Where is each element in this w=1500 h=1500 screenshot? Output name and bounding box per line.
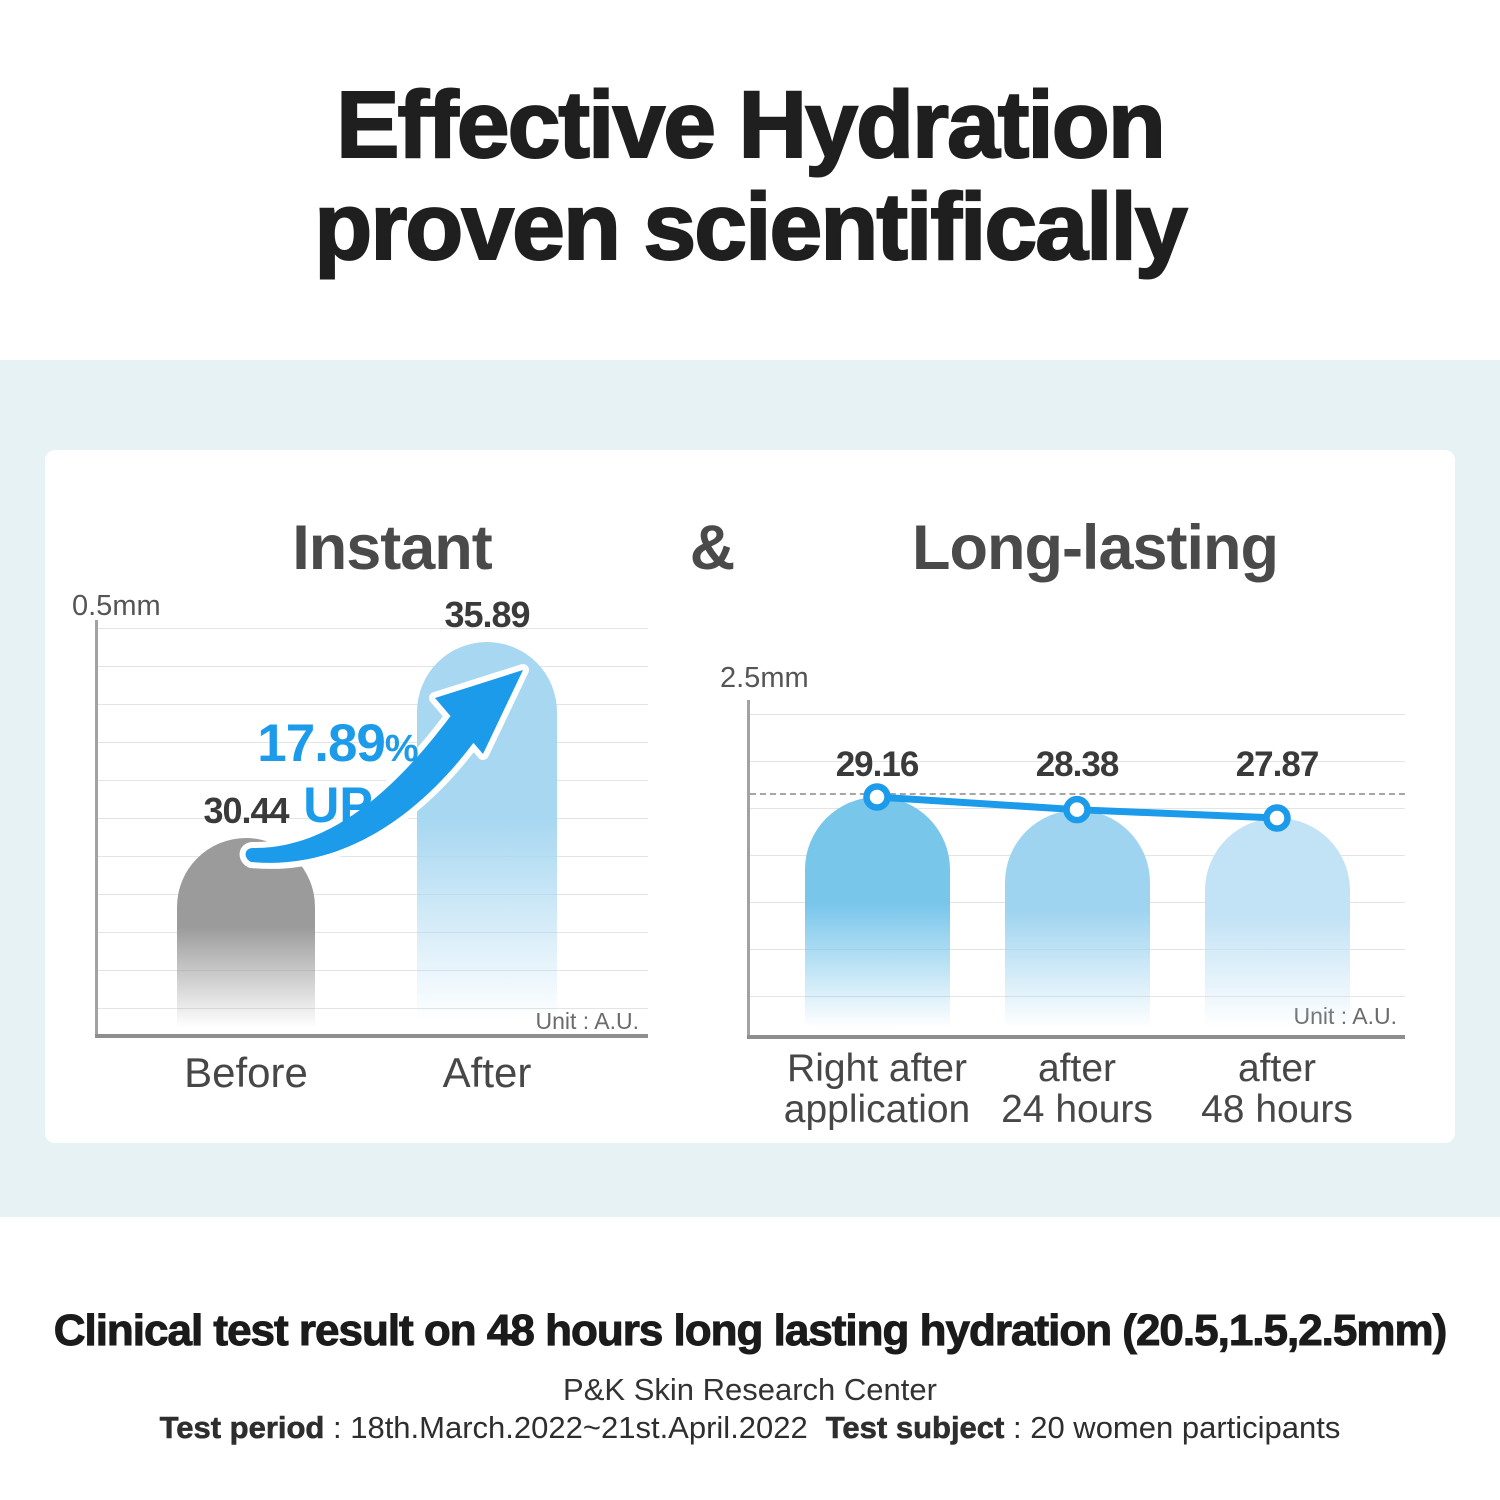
chart-gridline (98, 932, 648, 933)
bar-value-label: 35.89 (444, 593, 530, 635)
long-lasting-chart-title: Long-lasting (912, 513, 1279, 583)
right-axis-max-label: 2.5mm (720, 662, 809, 694)
chart-gridline (98, 628, 648, 629)
left-axis-max-label: 0.5mm (72, 590, 161, 622)
chart-gridline (98, 970, 648, 971)
category-label: Right after application (783, 1047, 971, 1131)
chart-gridline (98, 704, 648, 705)
test-subject-label: Test subject (825, 1410, 1005, 1446)
dashed-reference-line (750, 792, 1405, 795)
right-y-axis (747, 700, 750, 1038)
chart-gridline (98, 1008, 648, 1009)
percent-sign: % (384, 728, 419, 770)
category-label: after 24 hours (1001, 1047, 1153, 1131)
chart-gridline (98, 666, 648, 667)
research-center-name: P&K Skin Research Center (563, 1372, 937, 1407)
data-point-marker (1063, 795, 1091, 824)
chart-bar (177, 838, 315, 1034)
chart-gridline (750, 761, 1405, 762)
chart-gridline (750, 714, 1405, 715)
results-card: Instant & Long-lasting 0.5mm Unit : A.U.… (45, 450, 1455, 1143)
ampersand-text: & (689, 513, 735, 583)
page-title-line1: Effective Hydration (335, 72, 1167, 178)
chart-gridline (98, 856, 648, 857)
trend-line (863, 783, 1291, 832)
left-x-axis (95, 1034, 648, 1038)
chart-bar (417, 641, 557, 1034)
right-x-axis (747, 1035, 1405, 1039)
chart-gridline (98, 894, 648, 895)
instant-chart-title: Instant (292, 513, 493, 583)
left-y-axis (95, 620, 98, 1037)
category-label: After (442, 1049, 532, 1096)
test-period-value: : 18th.March.2022~21st.April.2022 (324, 1410, 808, 1445)
chart-bar (1204, 817, 1350, 1035)
category-label: Before (184, 1049, 308, 1096)
test-meta-line: Test period : 18th.March.2022~21st.April… (0, 1410, 1500, 1446)
test-period-label: Test period (159, 1410, 325, 1446)
chart-bar (804, 796, 950, 1035)
increase-direction: UP (303, 777, 373, 833)
category-label: after 48 hours (1201, 1047, 1353, 1131)
data-point-marker (1263, 804, 1291, 832)
page-title-line2: proven scientifically (313, 174, 1188, 280)
test-subject-value: : 20 women participants (1004, 1410, 1341, 1445)
bar-value-label: 29.16 (835, 745, 920, 784)
chart-bar (1004, 809, 1150, 1035)
increase-percent: 17.89 (257, 714, 386, 773)
clinical-test-headline: Clinical test result on 48 hours long la… (53, 1306, 1448, 1356)
bar-value-label: 28.38 (1035, 745, 1120, 784)
data-point-marker (863, 783, 891, 811)
page-title: Effective Hydration proven scientificall… (0, 72, 1500, 280)
increase-annotation: 17.89% UP (257, 717, 419, 833)
bar-value-label: 27.87 (1235, 745, 1320, 784)
